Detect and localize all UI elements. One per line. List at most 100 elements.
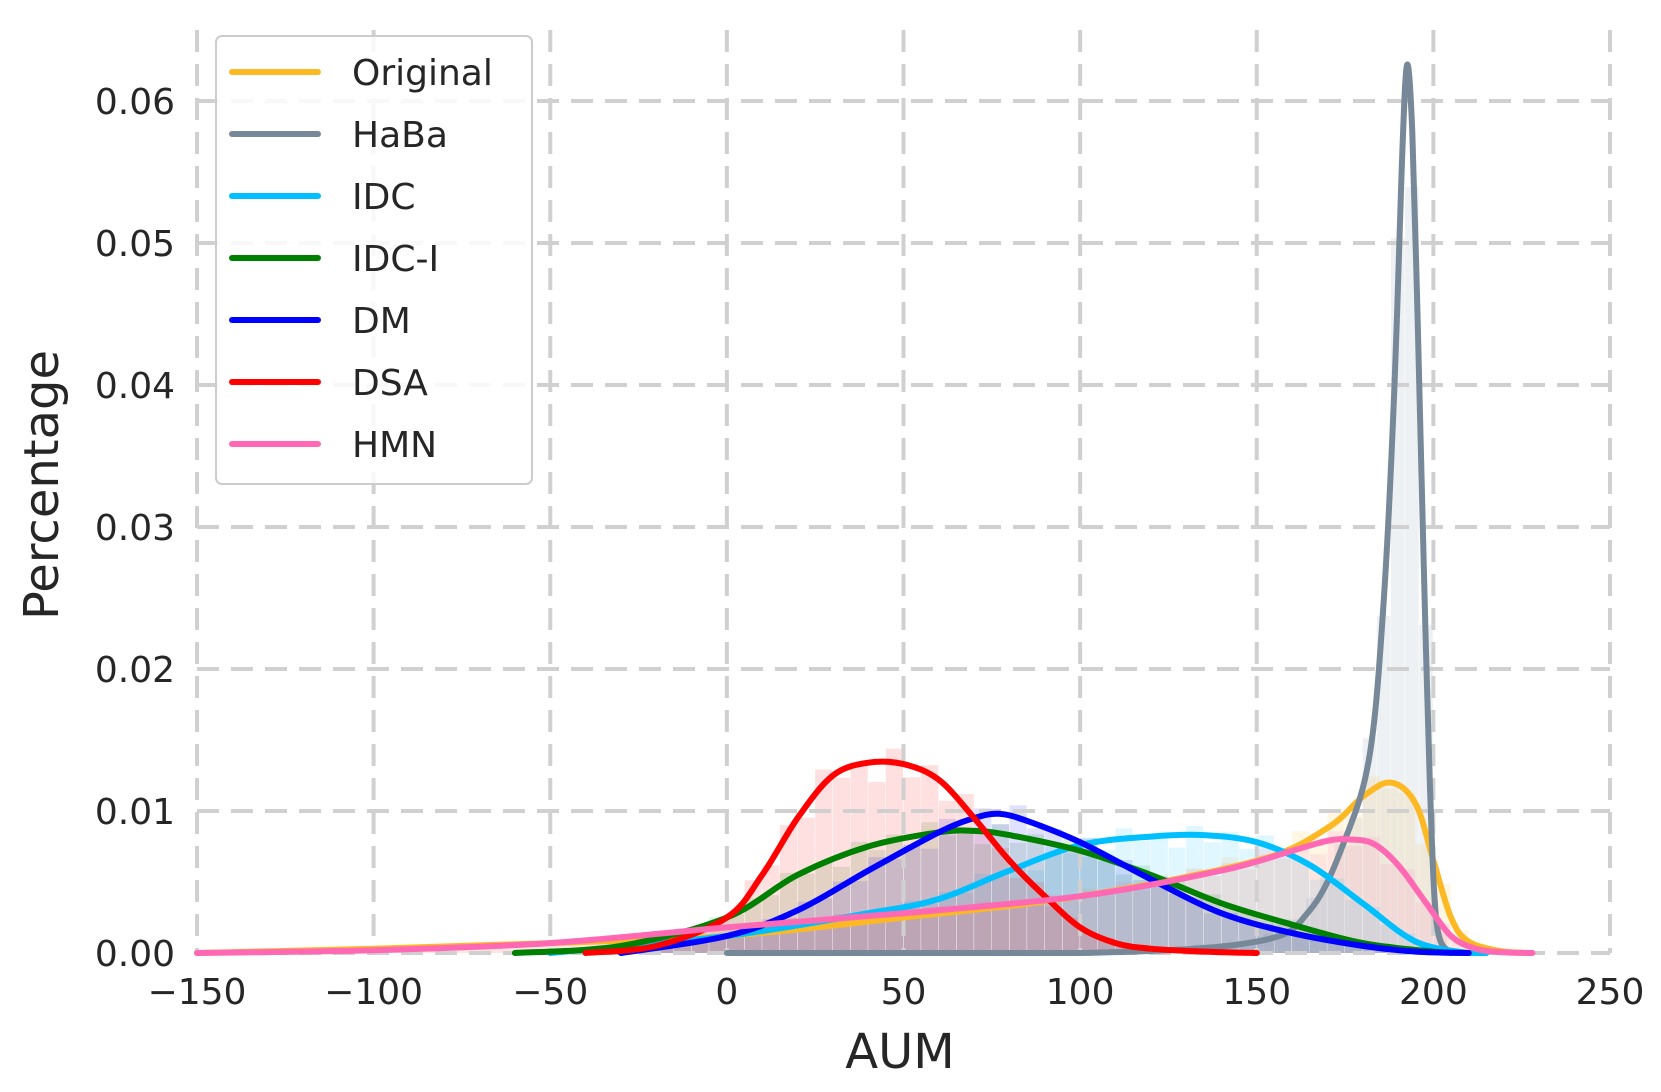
x-tick-label: 200 [1399, 972, 1468, 1013]
histogram-bar [1097, 849, 1115, 953]
histogram-bar [903, 844, 921, 953]
histogram-bar [1097, 857, 1115, 953]
histogram-bar [1133, 880, 1151, 953]
histogram-bar [974, 900, 992, 953]
histogram-bar [1239, 848, 1257, 953]
histogram-bar [1080, 891, 1098, 953]
legend: Original HaBa IDC IDC-I DM DSA HMN [215, 35, 533, 485]
density-curves [194, 61, 1536, 957]
histogram-bar [532, 944, 550, 953]
histogram-bar [903, 845, 921, 953]
x-tick-label: −150 [148, 972, 247, 1013]
histogram-bar [903, 909, 921, 953]
histogram-bar [885, 834, 903, 953]
histogram-bar [1186, 899, 1204, 953]
histogram-bar [497, 945, 515, 953]
histogram-bar [991, 905, 1009, 953]
histogram-bar [1115, 881, 1133, 953]
histogram-bar [550, 941, 568, 953]
histogram-bar [1186, 896, 1204, 953]
histogram-bar [567, 941, 586, 953]
histogram-bar [991, 910, 1009, 953]
histogram-bar [938, 906, 956, 953]
legend-label-idc-i: IDC-I [352, 239, 439, 280]
histogram-bar [832, 923, 851, 953]
histogram-bar [1115, 860, 1133, 953]
histogram-bar [1027, 905, 1045, 953]
histogram-bar [815, 862, 833, 953]
histogram-bar [1150, 882, 1168, 953]
histogram-bar [709, 938, 727, 953]
histogram-bar [1168, 886, 1186, 953]
x-tick-label: −100 [324, 972, 423, 1013]
histogram-bar [744, 934, 762, 953]
histogram-bar [497, 945, 515, 953]
series-line-dsa [582, 758, 1260, 956]
histogram-bar [868, 857, 886, 953]
histogram-bar [903, 914, 921, 953]
y-axis-label: Percentage [14, 350, 70, 620]
histogram-bar [815, 926, 833, 953]
y-tick-label: 0.04 [95, 366, 175, 407]
series-line-haba [723, 61, 1454, 957]
histogram-bar [868, 917, 886, 953]
histogram-bar [850, 925, 868, 953]
histogram-bar [1348, 817, 1363, 953]
histogram-bar [1203, 913, 1221, 953]
histogram-bar [1027, 904, 1045, 953]
x-axis-label: AUM [845, 1024, 954, 1080]
histogram-bar [673, 943, 692, 953]
legend-label-dsa: DSA [352, 363, 428, 404]
histogram-bar [885, 917, 903, 953]
legend-label-original: Original [352, 53, 493, 94]
series-line-dm [617, 810, 1472, 956]
histogram-bar [1405, 187, 1419, 953]
histogram-bar [921, 912, 939, 953]
histogram-bar [1334, 844, 1349, 953]
histogram-bar [1186, 825, 1204, 953]
histogram-bar [762, 930, 780, 953]
histogram-bar [1097, 860, 1115, 953]
histogram-bar [1133, 890, 1151, 953]
histogram-bar [832, 777, 851, 953]
histogram-bar [956, 910, 974, 953]
histogram-bar [991, 876, 1009, 953]
histogram-bar [1044, 829, 1062, 953]
histogram-bar [1150, 876, 1168, 953]
histogram-bar [514, 943, 533, 953]
x-tick-label: 0 [715, 972, 738, 1013]
histogram-bar [1009, 865, 1027, 953]
histogram-bar [956, 911, 974, 953]
histogram-bar [1150, 833, 1168, 953]
histogram-bar [514, 943, 533, 953]
histogram-bar [974, 874, 992, 953]
histogram-bar [974, 844, 992, 953]
histogram-bar [797, 873, 815, 953]
histogram-bar [1186, 869, 1204, 953]
x-tick-label: 250 [1576, 972, 1645, 1013]
histogram-bar [938, 818, 956, 953]
legend-label-haba: HaBa [352, 115, 448, 156]
histogram-bar [1380, 788, 1398, 953]
legend-label-dm: DM [352, 301, 411, 342]
histogram-bar [1345, 814, 1363, 953]
x-tick-label: 150 [1222, 972, 1291, 1013]
y-tick-label: 0.02 [95, 650, 175, 691]
histogram-bar [1168, 881, 1186, 953]
histogram-bar [1203, 875, 1221, 953]
histogram-bar [1009, 805, 1027, 953]
histogram-bar [1235, 943, 1250, 953]
histogram-bar [885, 912, 903, 953]
x-tick-label: −50 [512, 972, 588, 1013]
y-tick-label: 0.05 [95, 224, 175, 265]
histogram-bar [1362, 836, 1380, 953]
histogram-bar [1451, 941, 1469, 953]
histogram-bar [1133, 887, 1151, 953]
histogram-bar [1150, 874, 1168, 953]
histogram-bar [1115, 874, 1133, 953]
histogram-bar [868, 850, 886, 953]
y-tick-label: 0.03 [95, 508, 175, 549]
x-tick-label: 100 [1046, 972, 1115, 1013]
histogram-bar [1044, 906, 1062, 953]
